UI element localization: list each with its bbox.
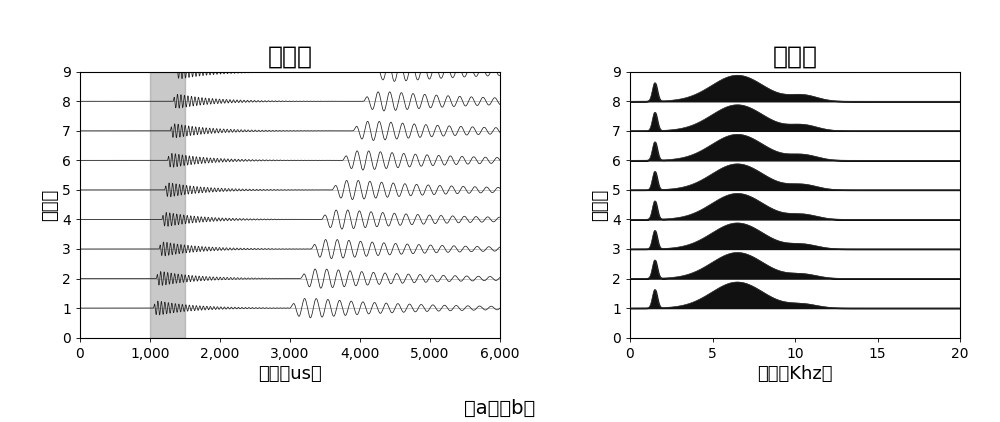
Y-axis label: 接收器: 接收器 bbox=[41, 189, 59, 221]
Bar bbox=[150, 72, 185, 338]
Title: 波形图: 波形图 bbox=[268, 44, 312, 68]
X-axis label: 时间（us）: 时间（us） bbox=[258, 365, 322, 383]
Text: （a）（b）: （a）（b） bbox=[464, 399, 536, 418]
Y-axis label: 接收器: 接收器 bbox=[591, 189, 609, 221]
Title: 频谱图: 频谱图 bbox=[772, 44, 818, 68]
X-axis label: 频率（Khz）: 频率（Khz） bbox=[757, 365, 833, 383]
